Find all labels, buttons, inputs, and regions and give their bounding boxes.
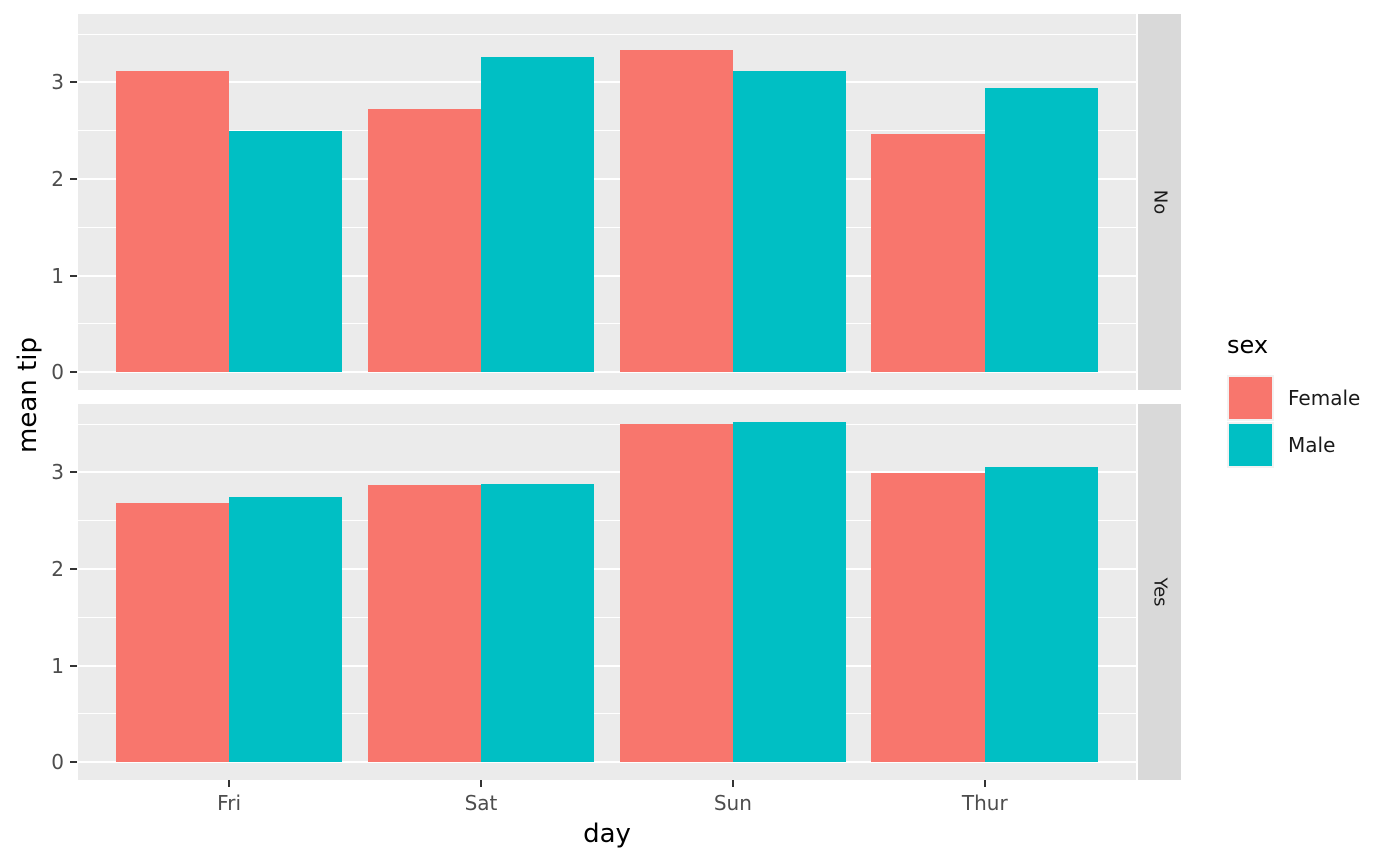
legend-entries: Female Male	[1227, 375, 1360, 468]
x-tick-mark	[480, 780, 482, 787]
legend-swatch-female	[1229, 377, 1272, 419]
bar-yes-sun-female	[619, 424, 733, 763]
y-tick-mark	[70, 761, 77, 764]
facet-strip-label-yes: Yes	[1149, 577, 1170, 607]
y-tick-mark	[70, 177, 77, 180]
legend-label: Male	[1288, 433, 1336, 457]
x-tick-label: Thur	[961, 791, 1008, 815]
gridline-minor	[78, 423, 1136, 425]
x-tick-mark	[983, 780, 986, 787]
gridline-major	[78, 177, 1136, 180]
facet-strip-no: No	[1138, 14, 1181, 390]
x-tick-mark	[731, 780, 734, 787]
legend-key	[1227, 375, 1274, 421]
bar-yes-thur-male	[984, 466, 1099, 763]
y-tick-label: 0	[51, 360, 64, 385]
y-tick-label: 1	[51, 263, 64, 288]
y-tick-label: 2	[51, 556, 64, 581]
gridline-minor	[78, 130, 1136, 132]
legend-key	[1227, 422, 1274, 468]
gridline-minor	[78, 520, 1136, 522]
bar-yes-fri-female	[115, 503, 230, 763]
facet-panel-yes	[78, 404, 1136, 780]
bar-no-sun-female	[619, 50, 733, 373]
gridline-minor	[78, 616, 1136, 618]
gridline-major	[78, 761, 1136, 764]
gridline-minor	[78, 226, 1136, 228]
bar-yes-sun-male	[732, 422, 847, 763]
gridline-major	[78, 471, 1136, 474]
legend-swatch-male	[1229, 424, 1272, 466]
bar-no-sun-male	[732, 70, 847, 373]
y-tick-label: 2	[51, 166, 64, 191]
gridline-major	[78, 664, 1136, 667]
bar-no-sat-female	[367, 109, 481, 373]
x-tick-mark	[228, 780, 231, 787]
legend-entry-male: Male	[1227, 422, 1360, 468]
bar-no-thur-female	[871, 134, 985, 373]
bar-no-fri-female	[115, 70, 230, 373]
gridline-minor	[78, 323, 1136, 325]
bar-yes-thur-female	[871, 473, 985, 763]
y-tick-mark	[70, 471, 77, 474]
y-tick-mark	[70, 371, 77, 374]
y-tick-mark	[70, 274, 77, 277]
bar-yes-fri-male	[229, 497, 343, 763]
bar-yes-sat-male	[481, 483, 595, 763]
y-tick-label: 3	[51, 70, 64, 95]
y-tick-mark	[70, 81, 77, 84]
gridline-minor	[78, 713, 1136, 715]
x-tick-label: Sun	[713, 791, 752, 815]
y-tick-label: 1	[51, 653, 64, 678]
y-tick-label: 0	[51, 750, 64, 775]
y-tick-mark	[70, 567, 77, 570]
x-tick-label: Sat	[464, 791, 498, 815]
legend-label: Female	[1288, 386, 1361, 410]
x-tick-label: Fri	[217, 791, 241, 815]
x-axis-title: day	[583, 819, 631, 849]
facet-panel-no	[78, 14, 1136, 390]
bar-yes-sat-female	[367, 484, 481, 763]
gridline-major	[78, 274, 1136, 277]
bar-no-fri-male	[229, 130, 343, 373]
bar-no-thur-male	[984, 88, 1099, 373]
legend-title: sex	[1227, 331, 1269, 359]
legend-entry-female: Female	[1227, 375, 1360, 421]
y-axis-title: mean tip	[13, 337, 43, 453]
bar-no-sat-male	[481, 57, 595, 373]
gridline-major	[78, 371, 1136, 374]
legend: sex Female Male	[1227, 331, 1360, 469]
facet-strip-label-no: No	[1149, 189, 1170, 215]
gridline-minor	[78, 33, 1136, 35]
gridline-major	[78, 81, 1136, 84]
facet-strip-yes: Yes	[1138, 404, 1181, 780]
y-tick-mark	[70, 664, 77, 667]
y-tick-label: 3	[51, 460, 64, 485]
gridline-major	[78, 567, 1136, 570]
